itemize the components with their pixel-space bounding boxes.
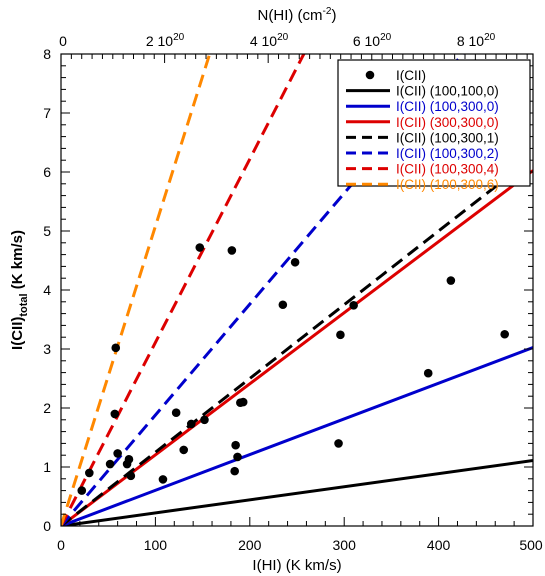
data-point (336, 330, 345, 340)
x-tick-label: 100 (144, 537, 168, 553)
data-point (446, 276, 456, 285)
legend-label: I(CII) (100,300,2) (396, 146, 499, 161)
y-tick-label: 8 (43, 46, 51, 62)
y-tick-label: 0 (43, 518, 51, 534)
top-tick-label: 2 1020 (146, 32, 185, 49)
top-tick-label: 8 1020 (457, 32, 496, 49)
series-line (61, 459, 533, 526)
data-point (77, 486, 87, 495)
data-point (111, 343, 121, 353)
data-point (334, 439, 343, 448)
y-tick-label: 5 (43, 223, 51, 239)
x-axis-title: I(HI) (K km/s) (252, 557, 341, 574)
legend-label: I(CII) (396, 68, 426, 83)
series-line (61, 54, 212, 526)
data-point (113, 449, 122, 458)
top-tick-labels: 0 2 1020 4 1020 6 1020 8 1020 (59, 32, 496, 49)
data-point (349, 301, 358, 310)
y-tick-label: 6 (43, 164, 51, 180)
y-tick-labels: 0 1 2 3 4 5 6 7 8 (43, 46, 51, 534)
top-tick-label: 0 (59, 33, 67, 49)
data-point (171, 408, 181, 418)
legend-label: I(CII) (100,100,0) (396, 84, 499, 99)
data-point (231, 440, 240, 450)
data-point (290, 257, 300, 267)
legend-label: I(CII) (300,300,0) (396, 115, 499, 130)
x-tick-label: 200 (238, 537, 262, 553)
legend-marker (365, 70, 375, 80)
y-tick-label: 7 (43, 105, 51, 121)
top-tick-label: 4 1020 (250, 32, 289, 49)
data-point (500, 329, 509, 339)
x-tick-label: 300 (333, 537, 357, 553)
data-point (85, 468, 94, 478)
y-axis-title: I(CII)total (K km/s) (9, 230, 30, 350)
series-line (61, 346, 533, 526)
top-axis-title: N(HI) (cm-2) (258, 6, 337, 24)
data-point (227, 246, 237, 255)
x-tick-label: 400 (427, 537, 451, 553)
legend-label: I(CII) (100,300,1) (396, 130, 499, 145)
data-point (423, 368, 433, 378)
data-point (278, 300, 288, 310)
axis-ticks (60, 53, 534, 527)
data-point (200, 415, 209, 425)
legend-label: I(CII) (100,300,6) (396, 177, 499, 192)
data-points (77, 243, 509, 495)
legend-label: I(CII) (100,300,0) (396, 99, 499, 114)
data-point (186, 419, 196, 429)
y-tick-label: 2 (43, 400, 51, 416)
x-tick-labels: 0 100 200 300 400 500 (57, 537, 543, 553)
y-tick-label: 1 (43, 459, 51, 475)
data-point (195, 243, 205, 252)
x-tick-label: 500 (519, 537, 543, 553)
top-tick-label: 6 1020 (353, 32, 392, 49)
data-point (124, 455, 134, 464)
legend: I(CII)I(CII) (100,100,0)I(CII) (100,300,… (337, 59, 531, 192)
data-point (238, 397, 248, 407)
data-point (110, 409, 120, 419)
x-tick-label: 0 (57, 537, 65, 553)
data-point (179, 445, 189, 455)
data-point (158, 475, 168, 484)
y-tick-label: 3 (43, 341, 51, 357)
series-line (61, 54, 306, 526)
data-point (126, 471, 136, 481)
series-line (61, 169, 533, 526)
data-point (105, 459, 115, 469)
data-point (233, 452, 242, 462)
data-point (230, 466, 239, 476)
legend-label: I(CII) (100,300,4) (396, 162, 499, 177)
y-tick-label: 4 (43, 282, 51, 298)
